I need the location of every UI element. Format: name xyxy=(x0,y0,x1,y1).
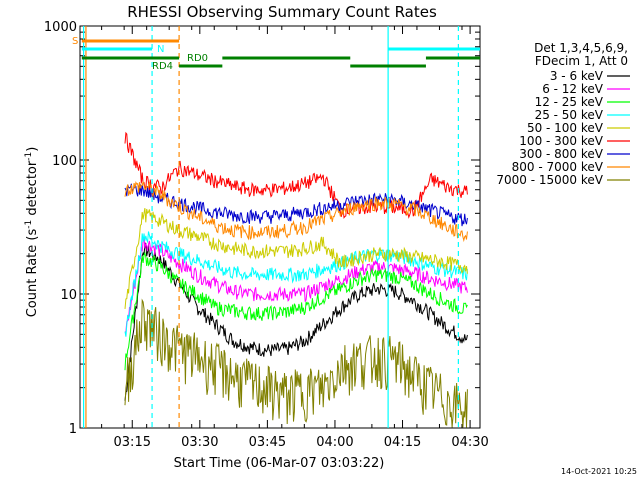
footer-date: 14-Oct-2021 10:25 xyxy=(561,467,637,476)
series-3-6-kev xyxy=(124,242,468,401)
y-tick-label: 1000 xyxy=(44,20,77,35)
series-300-800-kev xyxy=(124,183,468,227)
chart-title: RHESSI Observing Summary Count Rates xyxy=(127,3,437,21)
x-tick-label: 04:30 xyxy=(451,435,488,450)
annotation-label-n: N xyxy=(157,44,164,55)
x-tick-label: 03:15 xyxy=(114,435,151,450)
series-line xyxy=(124,251,468,371)
y-tick-label: 100 xyxy=(52,154,77,169)
x-tick-label: 03:30 xyxy=(181,435,218,450)
annotation-label-rd4: RD4 xyxy=(152,61,173,72)
series-25-50-kev xyxy=(124,231,468,337)
series-line xyxy=(124,298,468,428)
legend-header: Det 1,3,4,5,6,9, xyxy=(534,41,628,55)
legend-label: 12 - 25 keV xyxy=(535,95,604,109)
legend-label: 3 - 6 keV xyxy=(550,69,604,83)
annotation-layer: S N RD0 RD4 xyxy=(72,26,480,428)
y-tick-label: 10 xyxy=(60,288,77,303)
series-100-300-kev xyxy=(124,131,468,219)
series-line xyxy=(124,208,468,309)
x-tick-label: 04:00 xyxy=(316,435,353,450)
legend: Det 1,3,4,5,6,9,FDecim 1, Att 03 - 6 keV… xyxy=(496,41,630,187)
x-axis-label: Start Time (06-Mar-07 03:03:22) xyxy=(174,456,385,471)
legend-label: 50 - 100 keV xyxy=(527,121,604,135)
legend-label: 100 - 300 keV xyxy=(519,134,603,148)
x-tick-label: 03:45 xyxy=(249,435,286,450)
series-layer xyxy=(124,131,468,428)
series-6-12-kev xyxy=(124,237,468,333)
series-line xyxy=(124,131,468,219)
series-7000-15000-kev xyxy=(124,298,468,428)
legend-label: 800 - 7000 keV xyxy=(512,160,604,174)
legend-label: 6 - 12 keV xyxy=(542,82,604,96)
series-line xyxy=(124,231,468,337)
plot-frame: 1 10 100 1000 03:15 03:30 03:45 04:00 04:15 04:30 xyxy=(44,20,489,450)
annotation-label-rd0: RD0 xyxy=(187,53,208,64)
y-tick-label: 1 xyxy=(69,422,77,437)
series-12-25-kev xyxy=(124,251,468,371)
legend-label: 25 - 50 keV xyxy=(535,108,604,122)
y-axis-label: Count Rate (s-1 detector-1) xyxy=(24,147,40,318)
x-tick-label: 04:15 xyxy=(384,435,421,450)
legend-label: 7000 - 15000 keV xyxy=(496,173,603,187)
legend-header: FDecim 1, Att 0 xyxy=(535,54,628,68)
series-800-7000-kev xyxy=(124,180,468,243)
series-50-100-kev xyxy=(124,208,468,309)
series-line xyxy=(124,183,468,227)
series-line xyxy=(124,180,468,243)
series-line xyxy=(124,242,468,401)
series-line xyxy=(124,237,468,333)
plot-border xyxy=(79,25,481,429)
legend-label: 300 - 800 keV xyxy=(519,147,603,161)
annotation-label-s: S xyxy=(72,36,78,47)
